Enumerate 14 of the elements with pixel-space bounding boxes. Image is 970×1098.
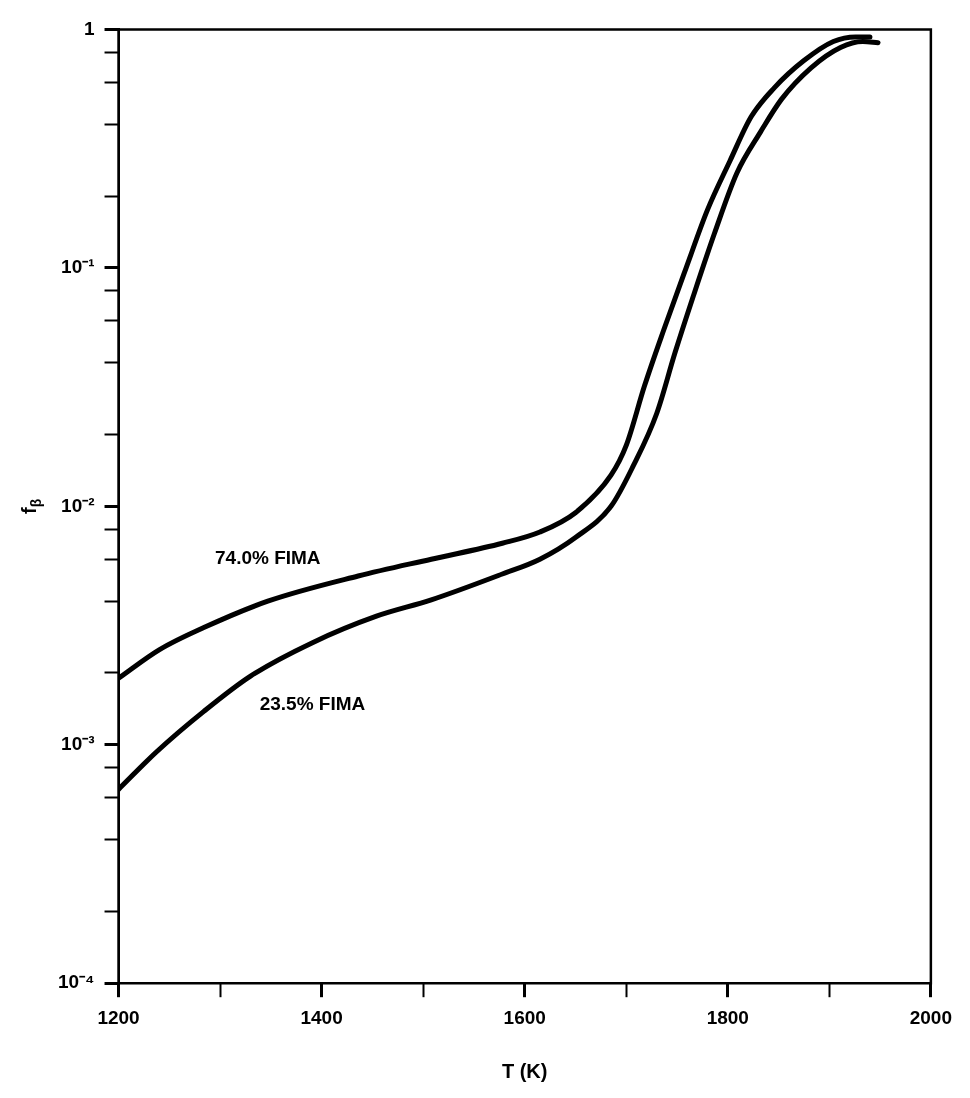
y-axis-title: fβ — [17, 498, 44, 514]
y-tick-label: 1 — [83, 17, 95, 39]
y-tick-label: 10⁻² — [61, 494, 95, 516]
x-tick-label: 1200 — [97, 1006, 140, 1028]
x-axis-title: T (K) — [501, 1059, 548, 1082]
x-tick-label: 1800 — [706, 1006, 749, 1028]
y-tick-label: 10⁻⁴ — [57, 971, 95, 993]
y-tick-label: 10⁻³ — [61, 732, 95, 754]
x-tick-label: 1400 — [300, 1006, 343, 1028]
x-tick-label: 2000 — [909, 1006, 953, 1028]
x-tick-label: 1600 — [503, 1006, 546, 1028]
y-tick-label: 10⁻¹ — [61, 256, 95, 278]
series-label: 74.0% FIMA — [215, 547, 321, 569]
series-label: 23.5% FIMA — [259, 692, 366, 714]
